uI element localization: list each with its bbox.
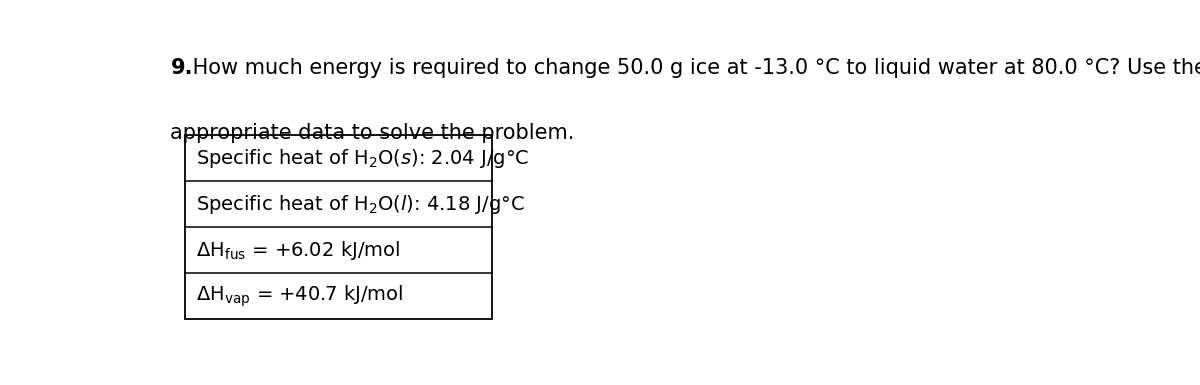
- Text: $\Delta$H$_{\rm fus}$ = +6.02 kJ/mol: $\Delta$H$_{\rm fus}$ = +6.02 kJ/mol: [197, 239, 401, 261]
- Text: Specific heat of H$_2$O($\it{l}$): 4.18 J/g°C: Specific heat of H$_2$O($\it{l}$): 4.18 …: [197, 192, 526, 216]
- Text: Specific heat of H$_2$O($\it{s}$): 2.04 J/g°C: Specific heat of H$_2$O($\it{s}$): 2.04 …: [197, 147, 530, 170]
- Text: 9.: 9.: [170, 58, 193, 78]
- Text: How much energy is required to change 50.0 g ice at -13.0 °C to liquid water at : How much energy is required to change 50…: [186, 58, 1200, 78]
- Text: appropriate data to solve the problem.: appropriate data to solve the problem.: [170, 123, 575, 143]
- Text: $\Delta$H$_{\rm vap}$ = +40.7 kJ/mol: $\Delta$H$_{\rm vap}$ = +40.7 kJ/mol: [197, 283, 403, 309]
